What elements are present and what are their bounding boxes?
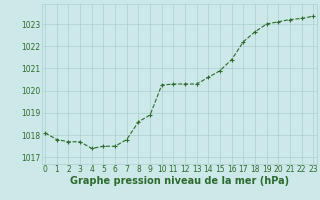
X-axis label: Graphe pression niveau de la mer (hPa): Graphe pression niveau de la mer (hPa) <box>70 176 289 186</box>
